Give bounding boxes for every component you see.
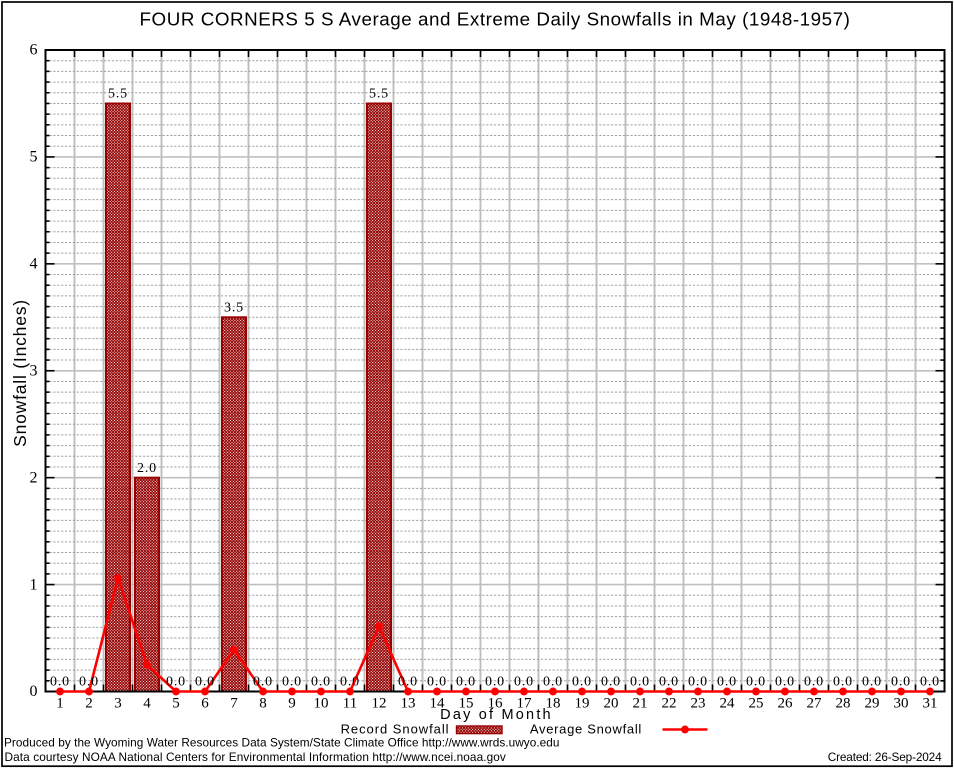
svg-text:Created: 26-Sep-2024: Created: 26-Sep-2024 bbox=[828, 750, 942, 764]
svg-text:0.0: 0.0 bbox=[253, 675, 273, 690]
svg-text:10: 10 bbox=[314, 696, 329, 712]
svg-text:14: 14 bbox=[430, 696, 446, 712]
svg-text:22: 22 bbox=[662, 696, 677, 712]
svg-text:7: 7 bbox=[230, 696, 238, 712]
svg-text:Snowfall (Inches): Snowfall (Inches) bbox=[10, 299, 30, 447]
svg-text:0.0: 0.0 bbox=[775, 675, 795, 690]
svg-text:0.0: 0.0 bbox=[485, 675, 505, 690]
svg-text:0.0: 0.0 bbox=[50, 675, 70, 690]
svg-text:3: 3 bbox=[114, 696, 122, 712]
svg-text:16: 16 bbox=[488, 696, 504, 712]
svg-text:19: 19 bbox=[575, 696, 590, 712]
svg-text:6: 6 bbox=[30, 42, 38, 59]
svg-text:3: 3 bbox=[30, 362, 38, 379]
svg-text:5.5: 5.5 bbox=[108, 87, 128, 102]
svg-text:0.0: 0.0 bbox=[659, 675, 679, 690]
svg-text:0.0: 0.0 bbox=[688, 675, 708, 690]
svg-text:0.0: 0.0 bbox=[79, 675, 99, 690]
svg-text:0.0: 0.0 bbox=[456, 675, 476, 690]
svg-text:0.0: 0.0 bbox=[311, 675, 331, 690]
svg-text:0.0: 0.0 bbox=[282, 675, 302, 690]
svg-text:Data courtesy NOAA National Ce: Data courtesy NOAA National Centers for … bbox=[5, 750, 506, 764]
svg-text:15: 15 bbox=[459, 696, 474, 712]
svg-text:11: 11 bbox=[343, 696, 357, 712]
svg-text:FOUR CORNERS 5 S Average and E: FOUR CORNERS 5 S Average and Extreme Dai… bbox=[140, 8, 851, 29]
svg-text:5: 5 bbox=[30, 149, 38, 166]
svg-text:25: 25 bbox=[749, 696, 764, 712]
svg-text:28: 28 bbox=[836, 696, 851, 712]
svg-text:0.0: 0.0 bbox=[340, 675, 360, 690]
svg-text:21: 21 bbox=[633, 696, 648, 712]
svg-text:24: 24 bbox=[720, 696, 736, 712]
svg-text:29: 29 bbox=[865, 696, 880, 712]
svg-text:12: 12 bbox=[372, 696, 387, 712]
svg-text:31: 31 bbox=[923, 696, 938, 712]
svg-text:9: 9 bbox=[288, 696, 296, 712]
svg-text:2: 2 bbox=[30, 469, 38, 486]
svg-text:0.0: 0.0 bbox=[920, 675, 940, 690]
svg-text:20: 20 bbox=[604, 696, 619, 712]
svg-text:0.0: 0.0 bbox=[572, 675, 592, 690]
svg-text:Record Snowfall: Record Snowfall bbox=[341, 722, 450, 737]
svg-text:8: 8 bbox=[259, 696, 267, 712]
svg-text:0.0: 0.0 bbox=[717, 675, 737, 690]
svg-text:2.0: 2.0 bbox=[137, 461, 157, 476]
svg-text:0.0: 0.0 bbox=[166, 675, 186, 690]
svg-text:Day of Month: Day of Month bbox=[440, 707, 553, 723]
svg-text:0.0: 0.0 bbox=[195, 675, 215, 690]
svg-text:0.0: 0.0 bbox=[543, 675, 563, 690]
svg-text:26: 26 bbox=[778, 696, 794, 712]
svg-text:0.0: 0.0 bbox=[891, 675, 911, 690]
svg-text:4: 4 bbox=[143, 696, 151, 712]
svg-text:Average Snowfall: Average Snowfall bbox=[530, 722, 642, 737]
svg-text:0.0: 0.0 bbox=[862, 675, 882, 690]
svg-text:0.0: 0.0 bbox=[630, 675, 650, 690]
svg-text:Produced by the Wyoming Water: Produced by the Wyoming Water Resources … bbox=[4, 736, 560, 750]
svg-text:27: 27 bbox=[807, 696, 823, 712]
svg-text:0.0: 0.0 bbox=[833, 675, 853, 690]
svg-text:5.5: 5.5 bbox=[369, 87, 389, 102]
svg-text:0.0: 0.0 bbox=[398, 675, 418, 690]
svg-text:13: 13 bbox=[401, 696, 416, 712]
svg-text:23: 23 bbox=[691, 696, 706, 712]
svg-text:0.0: 0.0 bbox=[804, 675, 824, 690]
svg-text:0.0: 0.0 bbox=[746, 675, 766, 690]
svg-text:1: 1 bbox=[30, 576, 38, 593]
svg-text:30: 30 bbox=[894, 696, 909, 712]
svg-text:3.5: 3.5 bbox=[224, 301, 244, 316]
svg-text:17: 17 bbox=[517, 696, 533, 712]
svg-text:0.0: 0.0 bbox=[601, 675, 621, 690]
svg-text:5: 5 bbox=[172, 696, 180, 712]
svg-text:0: 0 bbox=[30, 683, 38, 700]
svg-text:0.0: 0.0 bbox=[427, 675, 447, 690]
svg-text:1: 1 bbox=[56, 696, 64, 712]
svg-text:4: 4 bbox=[30, 256, 38, 273]
svg-text:18: 18 bbox=[546, 696, 561, 712]
svg-text:6: 6 bbox=[201, 696, 209, 712]
svg-text:2: 2 bbox=[85, 696, 93, 712]
svg-text:0.0: 0.0 bbox=[514, 675, 534, 690]
